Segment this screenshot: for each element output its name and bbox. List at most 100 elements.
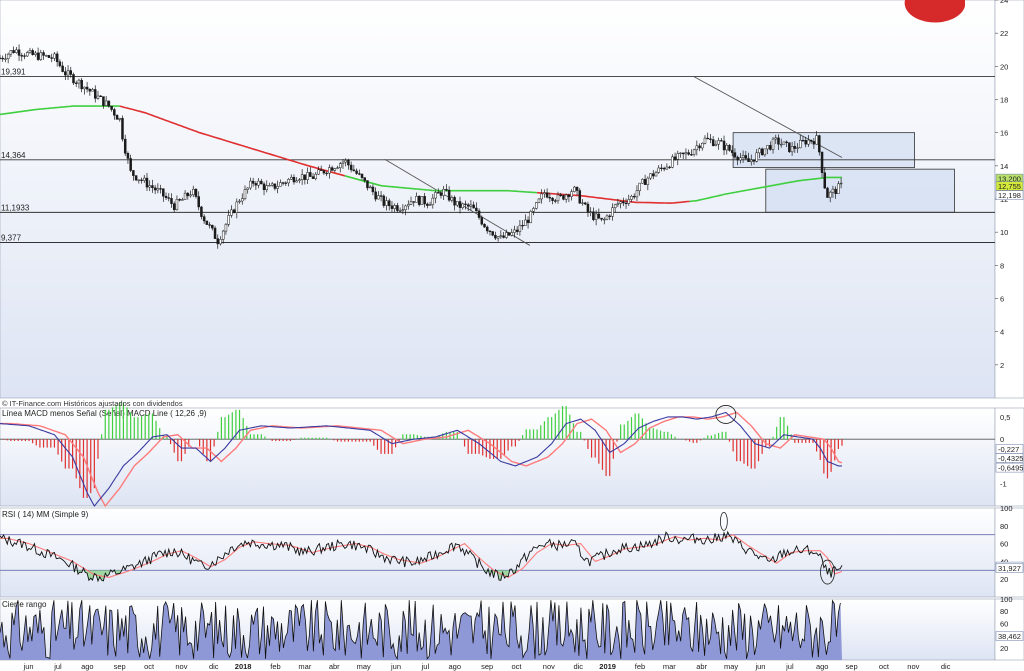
candle-body: [583, 202, 587, 205]
candle-body: [205, 220, 209, 225]
candle-body: [589, 211, 592, 213]
candle-body: [660, 167, 663, 170]
candle-body: [123, 138, 127, 154]
price-ytick-label-7: 10: [1000, 228, 1008, 237]
candle-body: [491, 231, 494, 236]
candle-body: [603, 218, 606, 221]
candle-body: [605, 215, 609, 220]
xaxis-label-4: oct: [144, 662, 155, 671]
candle-body: [475, 207, 478, 212]
candle-body: [755, 152, 758, 162]
candle-body: [322, 170, 326, 174]
candle-body: [567, 194, 571, 197]
candle-body: [151, 185, 154, 189]
candle-body: [671, 156, 674, 168]
macd-legend: Línea MACD menos Señal (Señal) MACD Line…: [2, 409, 207, 418]
candle-body: [722, 140, 726, 151]
xaxis-label-20: feb: [635, 662, 645, 671]
candle-body: [483, 223, 486, 228]
candle-body: [292, 176, 296, 183]
xaxis-label-21: mar: [663, 662, 676, 671]
candle-body: [404, 205, 407, 210]
candle-body: [760, 148, 764, 156]
candle-body: [728, 145, 731, 151]
candle-body: [53, 53, 56, 59]
candle-body: [238, 200, 241, 203]
candle-body: [415, 196, 418, 203]
candle-body: [83, 86, 86, 90]
price-ytick-label-3: 18: [1000, 96, 1008, 105]
candle-body: [208, 224, 211, 226]
candle-body: [815, 135, 818, 145]
candle-body: [820, 151, 824, 173]
candle-body: [85, 86, 89, 90]
candle-body: [556, 194, 560, 202]
candle-body: [290, 176, 293, 180]
candle-body: [423, 196, 426, 205]
xaxis-label-7: 2018: [235, 662, 252, 671]
macd-panel: Línea MACD menos Señal (Señal) MACD Line…: [0, 402, 995, 508]
candle-body: [25, 52, 29, 57]
candle-body: [485, 226, 489, 232]
rsi-ytick-label-4: 20: [1000, 575, 1008, 584]
candle-body: [265, 185, 269, 190]
candle-body: [736, 156, 739, 161]
candle-body: [393, 205, 396, 209]
candle-body: [543, 192, 546, 195]
candle-body: [216, 238, 220, 245]
candle-body: [480, 217, 484, 225]
candle-body: [344, 160, 347, 163]
moving-average-segment-2: [344, 175, 538, 194]
candle-body: [548, 197, 552, 199]
candle-body: [358, 173, 361, 175]
candle-body: [701, 142, 704, 149]
candle-body: [515, 229, 519, 232]
candle-body: [298, 179, 301, 181]
candle-body: [665, 166, 669, 170]
candle-body: [717, 140, 720, 145]
xaxis-label-30: dic: [941, 662, 951, 671]
rsi-legend: RSI ( 14) MM (Simple 9): [2, 510, 89, 519]
candle-body: [268, 185, 271, 187]
candle-body: [227, 215, 230, 225]
xaxis-label-9: mar: [298, 662, 311, 671]
candle-body: [608, 215, 611, 217]
candle-body: [129, 158, 132, 171]
candle-body: [646, 177, 650, 185]
candle-body: [518, 224, 522, 232]
range-ytick-label-4: 20: [1000, 644, 1008, 653]
candle-body: [241, 198, 244, 202]
macd-value-tag-label-2: -0,6495: [998, 464, 1023, 473]
price-value-tag-label-0: 13,200: [998, 175, 1021, 184]
candle-body: [355, 170, 358, 174]
range-area: [0, 600, 842, 660]
candle-body: [477, 210, 481, 218]
candle-body: [600, 217, 603, 220]
candle-body: [270, 183, 274, 186]
candle-body: [178, 199, 181, 201]
candle-body: [428, 204, 432, 206]
candle-body: [526, 219, 530, 224]
candle-body: [458, 201, 462, 208]
macd-value-tag-label-0: -0,227: [998, 445, 1019, 454]
rsi-panel: RSI ( 14) MM (Simple 9): [0, 510, 995, 585]
candle-body: [368, 186, 372, 189]
candle-body: [586, 203, 590, 213]
candle-body: [306, 172, 309, 180]
source-label: © IT-Finance.com Históricos ajustados co…: [2, 399, 183, 408]
candle-body: [366, 180, 369, 189]
price-value-tag-2: [995, 190, 1024, 200]
candle-body: [314, 173, 317, 179]
candle-body: [828, 191, 832, 198]
candle-body: [793, 146, 797, 149]
candle-body: [99, 95, 102, 98]
xaxis-label-24: jun: [754, 662, 765, 671]
candle-body: [720, 140, 723, 142]
candle-body: [834, 188, 837, 194]
candle-body: [382, 195, 386, 206]
candle-body: [679, 152, 682, 154]
candle-body: [58, 61, 62, 67]
candle-body: [766, 145, 769, 150]
xaxis-label-6: dic: [209, 662, 219, 671]
candle-body: [771, 138, 775, 150]
